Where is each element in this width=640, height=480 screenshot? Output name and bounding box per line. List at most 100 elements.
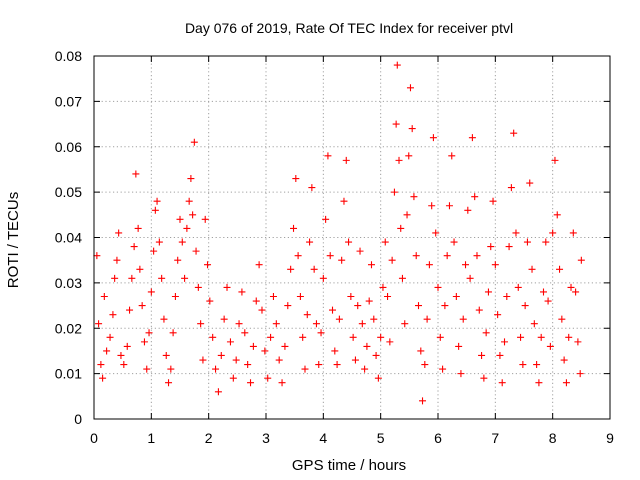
data-point xyxy=(206,297,214,305)
data-point xyxy=(147,288,155,296)
data-point xyxy=(565,333,573,341)
data-point xyxy=(134,224,142,232)
data-point xyxy=(361,365,369,373)
data-point xyxy=(542,238,550,246)
data-point xyxy=(412,252,420,260)
data-point xyxy=(235,320,243,328)
data-point xyxy=(310,265,318,273)
data-point xyxy=(393,61,401,69)
data-point xyxy=(252,297,260,305)
data-point xyxy=(415,302,423,310)
data-point xyxy=(526,179,534,187)
plot-frame xyxy=(93,55,611,420)
data-point xyxy=(436,333,444,341)
data-point xyxy=(167,365,175,373)
data-point xyxy=(128,274,136,282)
data-point xyxy=(347,292,355,300)
data-point xyxy=(287,265,295,273)
data-point xyxy=(294,252,302,260)
y-tick-label: 0.03 xyxy=(55,275,82,291)
data-point xyxy=(132,170,140,178)
data-point xyxy=(491,261,499,269)
data-point xyxy=(367,261,375,269)
data-point xyxy=(333,361,341,369)
data-point xyxy=(95,320,103,328)
data-point xyxy=(204,261,212,269)
data-point xyxy=(331,347,339,355)
data-point xyxy=(223,283,231,291)
data-point xyxy=(392,120,400,128)
data-point xyxy=(475,306,483,314)
data-point xyxy=(374,374,382,382)
data-point xyxy=(217,351,225,359)
data-point xyxy=(370,315,378,323)
data-point xyxy=(365,297,373,305)
data-point xyxy=(462,261,470,269)
data-point xyxy=(238,288,246,296)
data-point xyxy=(425,261,433,269)
data-point xyxy=(512,229,520,237)
y-tick-label: 0 xyxy=(74,411,82,427)
data-point xyxy=(212,365,220,373)
data-point xyxy=(111,274,119,282)
data-point xyxy=(306,238,314,246)
data-point xyxy=(398,274,406,282)
data-point xyxy=(487,243,495,251)
data-point xyxy=(569,229,577,237)
data-point xyxy=(109,311,117,319)
data-point xyxy=(185,197,193,205)
data-point xyxy=(544,297,552,305)
data-point xyxy=(160,315,168,323)
data-point xyxy=(514,283,522,291)
data-point xyxy=(489,197,497,205)
data-point xyxy=(519,361,527,369)
data-point xyxy=(275,356,283,364)
data-point xyxy=(183,224,191,232)
data-point xyxy=(176,215,184,223)
x-tick-label: 4 xyxy=(319,430,327,446)
data-point xyxy=(155,238,163,246)
data-point xyxy=(429,134,437,142)
data-point xyxy=(546,342,554,350)
data-point xyxy=(549,229,557,237)
data-point xyxy=(521,302,529,310)
x-tick-label: 2 xyxy=(205,430,213,446)
data-point xyxy=(189,211,197,219)
data-point xyxy=(417,347,425,355)
data-point xyxy=(379,283,387,291)
x-tick-label: 6 xyxy=(434,430,442,446)
data-point xyxy=(523,238,531,246)
data-point xyxy=(498,379,506,387)
data-point xyxy=(278,379,286,387)
data-point xyxy=(421,361,429,369)
data-point xyxy=(410,193,418,201)
data-point xyxy=(100,292,108,300)
data-point xyxy=(482,329,490,337)
data-point xyxy=(301,365,309,373)
x-tick-label: 1 xyxy=(147,430,155,446)
data-point xyxy=(201,215,209,223)
data-point xyxy=(181,274,189,282)
data-point xyxy=(232,356,240,364)
data-point xyxy=(478,351,486,359)
data-point xyxy=(405,152,413,160)
data-point xyxy=(174,256,182,264)
data-point xyxy=(267,333,275,341)
x-axis-label: GPS time / hours xyxy=(292,457,406,474)
data-point xyxy=(261,347,269,355)
y-tick-label: 0.01 xyxy=(55,366,82,382)
data-point xyxy=(535,379,543,387)
data-point xyxy=(199,356,207,364)
data-point xyxy=(312,320,320,328)
data-point xyxy=(419,397,427,405)
data-point xyxy=(140,338,148,346)
data-point xyxy=(329,306,337,314)
data-point xyxy=(457,370,465,378)
x-tick-label: 3 xyxy=(262,430,270,446)
data-point xyxy=(345,238,353,246)
x-tick-label: 9 xyxy=(606,430,614,446)
data-point xyxy=(241,329,249,337)
data-points-layer xyxy=(93,61,585,405)
data-point xyxy=(151,206,159,214)
data-point xyxy=(480,374,488,382)
